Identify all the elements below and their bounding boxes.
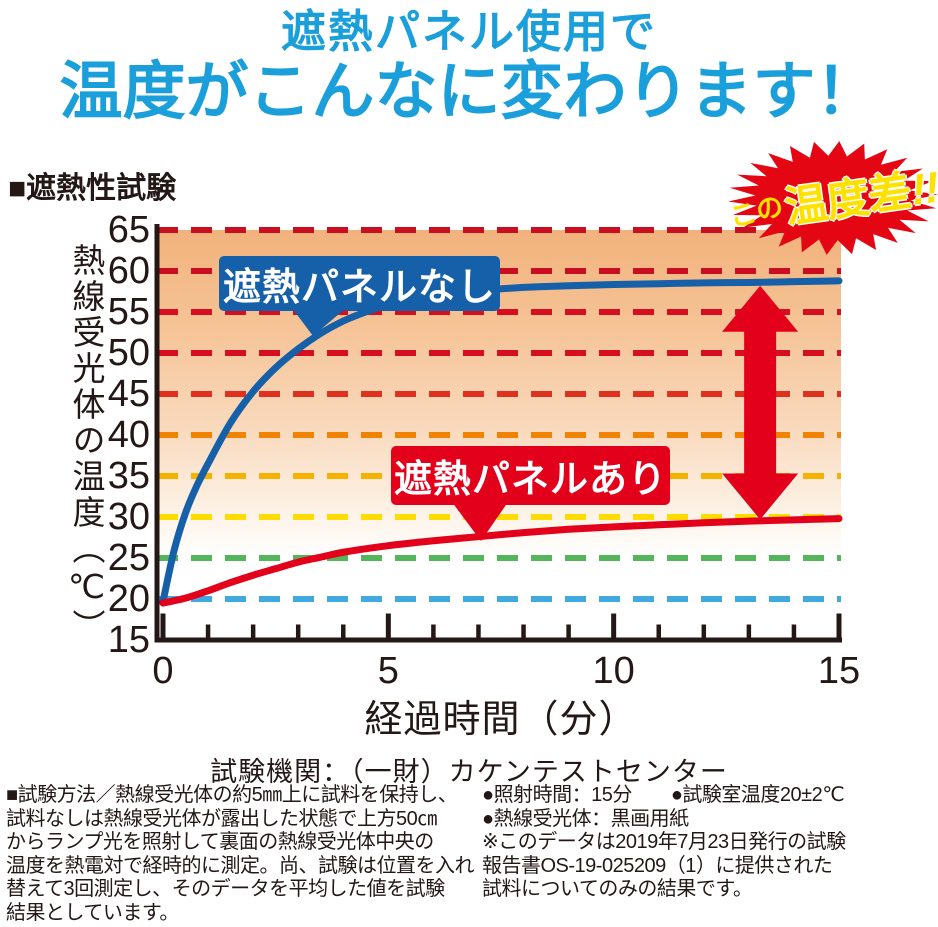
y-tick-label-45: 45 xyxy=(107,373,150,415)
badge-exclamation: !! xyxy=(910,162,938,216)
footnote-line: ●熱線受光体：黒画用紙 xyxy=(482,807,689,830)
y-tick-label-65: 65 xyxy=(107,209,150,251)
temperature-diff-arrow xyxy=(722,285,799,520)
red-callout-tail xyxy=(452,502,508,541)
footnote-line: 温度を熱電対で経時的に測定。尚、試験は位置を入れ xyxy=(6,854,475,877)
footnote-left: ■試験方法／熱線受光体の約5㎜上に試料を保持し、 試料なしは熱線受光体が露出した… xyxy=(6,784,475,925)
blue-callout-tail xyxy=(292,308,346,336)
x-tick-label-0: 0 xyxy=(152,650,174,692)
curve-with-panel xyxy=(159,515,843,607)
page-header: 遮熱パネル使用で 温度がこんなに変わります！ xyxy=(0,0,938,126)
footnote-line: 結果としています。 xyxy=(6,901,179,924)
x-tick-label-10: 10 xyxy=(592,650,635,692)
footnote-line: 試料についてのみの結果です。 xyxy=(482,878,753,900)
diff-arrow-polygon xyxy=(722,285,799,520)
y-tick-label-55: 55 xyxy=(107,291,150,333)
x-tick-label-5: 5 xyxy=(377,650,399,692)
y-axis-title: 熱線受光体の温度（℃） xyxy=(68,243,105,645)
x-axis-title: 経過時間（分） xyxy=(364,699,638,741)
section-title: ■遮熱性試験 xyxy=(8,172,177,205)
curve-no-panel xyxy=(159,277,843,605)
label-no-panel: 遮熱パネルなし xyxy=(219,256,500,311)
title-line-1: 遮熱パネル使用で xyxy=(280,6,657,57)
y-tick-label-30: 30 xyxy=(107,496,150,538)
title-line-2: 温度がこんなに変わります！ xyxy=(59,56,879,127)
footnote-line: 報告書OS-19-025209（1）に提供された xyxy=(482,854,833,877)
y-tick-label-35: 35 xyxy=(107,455,150,497)
starburst-shape xyxy=(728,141,938,255)
footnote-line: ※このデータは2019年7月23日発行の試験 xyxy=(482,831,846,853)
y-tick-label-60: 60 xyxy=(107,250,150,292)
series-curves xyxy=(159,277,843,607)
footnote-line: 替えて3回測定し、そのデータを平均した値を試験 xyxy=(6,878,445,900)
y-tick-label-15: 15 xyxy=(107,619,150,661)
badge-main: 温度差!! xyxy=(780,153,938,236)
callout-tails xyxy=(292,308,508,541)
footnote-line: 試料なしは熱線受光体が露出した状態で上方50㎝ xyxy=(6,807,437,830)
y-tick-label-25: 25 xyxy=(107,537,150,579)
badge-prefix: この xyxy=(726,190,787,233)
footnote-line: ■試験方法／熱線受光体の約5㎜上に試料を保持し、 xyxy=(6,784,458,806)
test-organization: 試験機関：（一財）カケンテストセンター xyxy=(210,757,728,787)
label-with-panel: 遮熱パネルあり xyxy=(391,446,670,505)
y-tick-label-50: 50 xyxy=(107,332,150,374)
y-tick-label-40: 40 xyxy=(107,414,150,456)
footnote-right: ●照射時間：15分 ●試験室温度20±2℃ ●熱線受光体：黒画用紙 ※このデータ… xyxy=(482,784,934,902)
starburst-polygon xyxy=(728,141,938,255)
axes xyxy=(154,224,842,643)
footnote-line: ●照射時間：15分 ●試験室温度20±2℃ xyxy=(482,784,845,806)
y-tick-label-20: 20 xyxy=(107,578,150,620)
x-tick-label-15: 15 xyxy=(817,650,861,692)
footnote-line: からランプ光を照射して裏面の熱線受光体中央の xyxy=(6,831,434,853)
